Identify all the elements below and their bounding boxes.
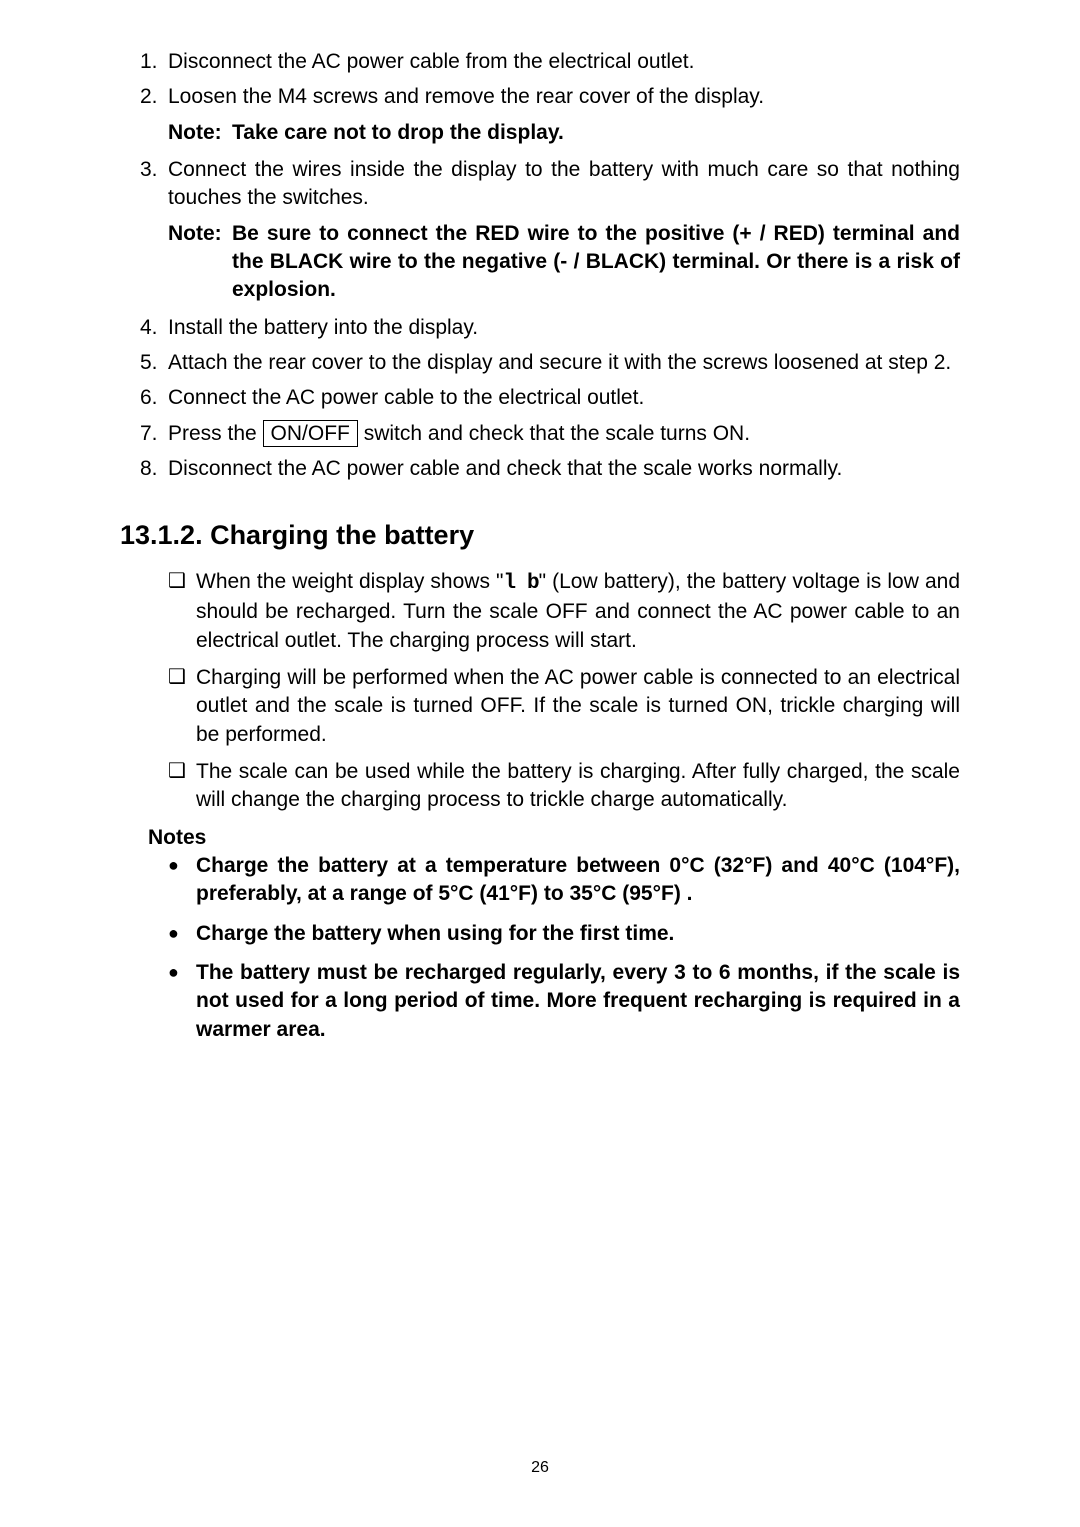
step-6: 6. Connect the AC power cable to the ele… bbox=[140, 384, 960, 412]
bullet-text: Charge the battery at a temperature betw… bbox=[196, 852, 960, 909]
note-label: Note: bbox=[168, 220, 232, 305]
step-7-post: switch and check that the scale turns ON… bbox=[358, 422, 750, 445]
step-8: 8. Disconnect the AC power cable and che… bbox=[140, 455, 960, 483]
check-text: The scale can be used while the battery … bbox=[196, 758, 960, 815]
step-text: Loosen the M4 screws and remove the rear… bbox=[168, 83, 960, 111]
bullet-icon: ● bbox=[168, 852, 196, 909]
step-text: Connect the wires inside the display to … bbox=[168, 156, 960, 213]
note-step-3: Note: Be sure to connect the RED wire to… bbox=[168, 220, 960, 305]
note-bullet-3: ● The battery must be recharged regularl… bbox=[168, 959, 960, 1044]
step-text: Press the ON/OFF switch and check that t… bbox=[168, 420, 960, 448]
step-text: Disconnect the AC power cable and check … bbox=[168, 455, 960, 483]
step-5: 5. Attach the rear cover to the display … bbox=[140, 349, 960, 377]
section-heading: 13.1.2. Charging the battery bbox=[120, 517, 960, 553]
check-text: When the weight display shows "l b" (Low… bbox=[196, 568, 960, 655]
bullet-icon: ● bbox=[168, 920, 196, 948]
bullet-text: The battery must be recharged regularly,… bbox=[196, 959, 960, 1044]
checkbox-icon: ❑ bbox=[168, 664, 196, 749]
step-number: 4. bbox=[140, 314, 168, 342]
c1-pre: When the weight display shows " bbox=[196, 570, 504, 593]
checkbox-icon: ❑ bbox=[168, 758, 196, 815]
note-step-2: Note: Take care not to drop the display. bbox=[168, 119, 960, 147]
checkbox-icon: ❑ bbox=[168, 568, 196, 655]
step-3: 3. Connect the wires inside the display … bbox=[140, 156, 960, 213]
check-item-2: ❑ Charging will be performed when the AC… bbox=[168, 664, 960, 749]
check-item-1: ❑ When the weight display shows "l b" (L… bbox=[168, 568, 960, 655]
check-text: Charging will be performed when the AC p… bbox=[196, 664, 960, 749]
check-item-3: ❑ The scale can be used while the batter… bbox=[168, 758, 960, 815]
step-number: 3. bbox=[140, 156, 168, 213]
page-number: 26 bbox=[0, 1457, 1080, 1479]
step-number: 5. bbox=[140, 349, 168, 377]
note-bullet-1: ● Charge the battery at a temperature be… bbox=[168, 852, 960, 909]
note-text: Take care not to drop the display. bbox=[232, 119, 960, 147]
step-number: 7. bbox=[140, 420, 168, 448]
step-number: 1. bbox=[140, 48, 168, 76]
note-text: Be sure to connect the RED wire to the p… bbox=[232, 220, 960, 305]
step-text: Install the battery into the display. bbox=[168, 314, 960, 342]
step-7-pre: Press the bbox=[168, 422, 263, 445]
step-1: 1. Disconnect the AC power cable from th… bbox=[140, 48, 960, 76]
step-text: Attach the rear cover to the display and… bbox=[168, 349, 960, 377]
step-number: 8. bbox=[140, 455, 168, 483]
note-label: Note: bbox=[168, 119, 232, 147]
step-2: 2. Loosen the M4 screws and remove the r… bbox=[140, 83, 960, 111]
onoff-switch-label: ON/OFF bbox=[263, 420, 358, 447]
step-text: Disconnect the AC power cable from the e… bbox=[168, 48, 960, 76]
step-text: Connect the AC power cable to the electr… bbox=[168, 384, 960, 412]
step-number: 2. bbox=[140, 83, 168, 111]
step-4: 4. Install the battery into the display. bbox=[140, 314, 960, 342]
notes-heading: Notes bbox=[148, 824, 960, 852]
note-bullet-2: ● Charge the battery when using for the … bbox=[168, 920, 960, 948]
bullet-icon: ● bbox=[168, 959, 196, 1044]
bullet-text: Charge the battery when using for the fi… bbox=[196, 920, 960, 948]
step-number: 6. bbox=[140, 384, 168, 412]
lcd-code: l b bbox=[504, 572, 539, 595]
step-7: 7. Press the ON/OFF switch and check tha… bbox=[140, 420, 960, 448]
